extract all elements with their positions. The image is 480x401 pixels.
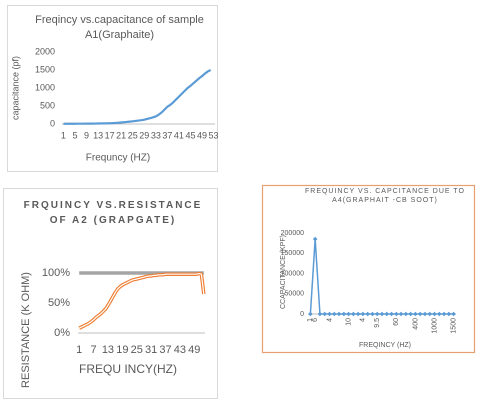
y-tick-label: 1500: [35, 64, 55, 74]
x-tick-label: 19: [116, 344, 128, 356]
marker: [312, 236, 318, 242]
series-line: [309, 238, 454, 315]
x-tick-label: 7: [91, 344, 97, 356]
marker: [370, 311, 375, 317]
marker: [374, 311, 380, 317]
marker: [336, 311, 342, 317]
marker: [308, 311, 313, 317]
x-tick-label: 49: [197, 130, 207, 140]
marker: [427, 311, 433, 317]
chart-title: Freqincy vs.capacitance of sample A1(Gra…: [35, 14, 204, 41]
x-axis-title: Frequncy (HZ): [86, 153, 150, 164]
x-tick-label: 41: [174, 130, 184, 140]
marker: [322, 311, 328, 317]
x-tick-label: 49: [188, 344, 200, 356]
y-axis-title: CCAPACITANCE (KPF): [280, 235, 287, 309]
marker: [331, 311, 337, 317]
chart-frame: [7, 5, 218, 172]
marker: [351, 311, 356, 317]
marker: [408, 311, 413, 317]
x-tick-label: 1000: [431, 318, 438, 334]
x-tick-label: 9: [84, 130, 89, 140]
y-tick-label: 200000: [281, 230, 304, 237]
chart-title: FREQUINCY VS. CAPCITANCE DUE TO A4(GRAPH…: [304, 188, 465, 205]
marker: [355, 311, 361, 317]
marker: [417, 311, 423, 317]
marker: [365, 311, 370, 317]
x-tick-label: 6: [312, 318, 319, 322]
marker: [413, 311, 418, 317]
x-tick-label: 21: [116, 130, 126, 140]
series-line: [63, 69, 212, 125]
marker: [341, 311, 347, 317]
x-tick-label: 1: [76, 344, 82, 356]
x-axis-title: FREQU INCY(HZ): [79, 362, 177, 376]
y-tick-label: 100000: [281, 270, 304, 277]
x-tick-label: 31: [145, 344, 157, 356]
marker: [346, 311, 351, 317]
marker: [422, 311, 428, 317]
x-tick-label: 43: [174, 344, 186, 356]
marker: [441, 311, 447, 317]
y-tick-label: 150000: [281, 250, 304, 257]
x-tick-label: 33: [151, 130, 161, 140]
y-tick-label: 0: [300, 311, 304, 318]
chart-frame: [3, 188, 218, 399]
x-tick-label: 17: [105, 130, 115, 140]
marker: [327, 311, 332, 317]
x-tick-label: 37: [159, 344, 171, 356]
marker: [398, 311, 404, 317]
x-tick-label: 60: [393, 318, 400, 326]
y-tick-label: 2000: [35, 46, 55, 56]
x-tick-label: 45: [185, 130, 195, 140]
series-line: [78, 273, 205, 329]
y-tick-label: 50000: [285, 291, 305, 298]
marker: [379, 311, 385, 317]
x-tick-label: 1: [307, 318, 314, 322]
x-tick-label: 400: [412, 318, 419, 330]
y-tick-label: 50%: [48, 297, 70, 309]
y-tick-label: 100%: [42, 267, 70, 279]
marker: [389, 311, 394, 317]
x-tick-label: 4: [326, 318, 333, 322]
marker: [436, 311, 442, 317]
marker: [432, 311, 437, 317]
marker: [446, 311, 452, 317]
marker: [394, 311, 399, 317]
x-tick-label: 13: [93, 130, 103, 140]
x-tick-label: 1: [61, 130, 66, 140]
x-tick-label: 29: [139, 130, 149, 140]
y-tick-label: 1000: [35, 82, 55, 92]
y-axis-title: capacitance (pf): [10, 56, 20, 120]
x-tick-label: 5: [72, 130, 77, 140]
x-tick-label: 9.5: [374, 318, 381, 328]
x-tick-label: 1500: [450, 318, 457, 334]
chart-title: FRQUINCY VS.RESISTANCE OF A2 (GRAPGATE): [23, 200, 203, 226]
x-tick-label: 53: [209, 130, 219, 140]
x-tick-label: 25: [131, 344, 143, 356]
x-tick-label: 37: [162, 130, 172, 140]
x-tick-label: 10: [345, 318, 352, 326]
series-line: [78, 271, 206, 330]
marker: [403, 311, 409, 317]
y-axis-title: RESISTANCE (K OHM): [20, 272, 32, 388]
marker: [384, 311, 390, 317]
marker: [317, 311, 323, 317]
x-tick-label: 25: [128, 130, 138, 140]
y-tick-label: 0%: [54, 327, 70, 339]
y-tick-label: 0: [50, 118, 55, 128]
marker: [451, 311, 456, 317]
y-tick-label: 500: [40, 100, 55, 110]
x-axis-title: FREQINCY (HZ): [359, 342, 411, 349]
x-tick-label: 4: [360, 318, 367, 322]
chart-frame: [261, 184, 476, 354]
x-tick-label: 13: [102, 344, 114, 356]
marker: [360, 311, 366, 317]
